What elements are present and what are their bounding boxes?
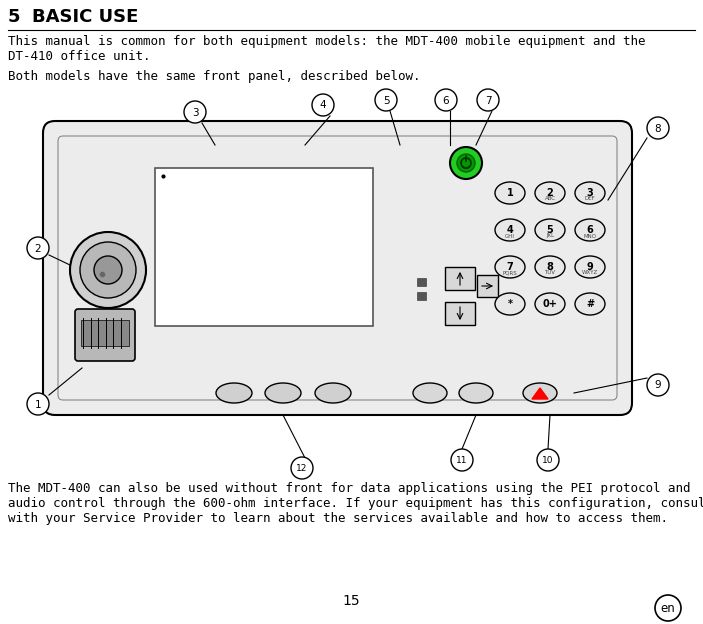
- Text: en: en: [661, 602, 676, 615]
- Circle shape: [27, 393, 49, 415]
- Text: GHI: GHI: [505, 233, 515, 238]
- Ellipse shape: [575, 182, 605, 204]
- Circle shape: [457, 154, 475, 172]
- Text: 0+: 0+: [543, 299, 557, 309]
- Text: 10: 10: [542, 456, 554, 465]
- Ellipse shape: [535, 182, 565, 204]
- Text: DEF: DEF: [585, 197, 595, 202]
- Ellipse shape: [575, 256, 605, 278]
- Circle shape: [647, 117, 669, 139]
- Circle shape: [375, 89, 397, 111]
- Text: with your Service Provider to learn about the services available and how to acce: with your Service Provider to learn abou…: [8, 512, 668, 525]
- Text: 8: 8: [654, 124, 662, 134]
- Circle shape: [80, 242, 136, 298]
- Text: 7: 7: [484, 95, 491, 105]
- Ellipse shape: [495, 182, 525, 204]
- Text: 8: 8: [546, 262, 553, 272]
- Text: 5: 5: [382, 95, 389, 105]
- Circle shape: [94, 256, 122, 284]
- Polygon shape: [445, 267, 475, 290]
- Text: MNO: MNO: [583, 233, 597, 238]
- Text: 11: 11: [456, 456, 467, 465]
- Text: #: #: [586, 299, 594, 309]
- Circle shape: [70, 232, 146, 308]
- Text: 9: 9: [654, 381, 662, 391]
- Text: 9: 9: [586, 262, 593, 272]
- Ellipse shape: [535, 293, 565, 315]
- FancyBboxPatch shape: [81, 320, 129, 346]
- Circle shape: [312, 94, 334, 116]
- FancyBboxPatch shape: [155, 168, 373, 326]
- Circle shape: [435, 89, 457, 111]
- Text: TUV: TUV: [545, 270, 555, 276]
- Text: PQRS: PQRS: [503, 270, 517, 276]
- Text: DT-410 office unit.: DT-410 office unit.: [8, 50, 150, 63]
- Ellipse shape: [575, 219, 605, 241]
- Text: This manual is common for both equipment models: the MDT-400 mobile equipment an: This manual is common for both equipment…: [8, 35, 645, 48]
- Text: 5: 5: [8, 8, 20, 26]
- Polygon shape: [445, 302, 475, 325]
- Text: JKL: JKL: [546, 233, 554, 238]
- Circle shape: [537, 449, 559, 471]
- Text: 6: 6: [443, 95, 449, 105]
- Circle shape: [451, 449, 473, 471]
- Ellipse shape: [575, 293, 605, 315]
- Circle shape: [477, 89, 499, 111]
- Circle shape: [450, 147, 482, 179]
- Text: 1: 1: [34, 399, 41, 409]
- Ellipse shape: [495, 256, 525, 278]
- Text: 15: 15: [342, 594, 360, 608]
- Text: 2: 2: [34, 243, 41, 253]
- Text: 5: 5: [547, 225, 553, 235]
- Ellipse shape: [459, 383, 493, 403]
- Text: Both models have the same front panel, described below.: Both models have the same front panel, d…: [8, 70, 420, 83]
- Text: 3: 3: [586, 188, 593, 198]
- Circle shape: [291, 457, 313, 479]
- Ellipse shape: [265, 383, 301, 403]
- Polygon shape: [532, 388, 548, 399]
- Text: 2: 2: [547, 188, 553, 198]
- Text: 1: 1: [507, 188, 513, 198]
- Text: 4: 4: [320, 100, 326, 110]
- Text: BASIC USE: BASIC USE: [32, 8, 138, 26]
- Ellipse shape: [535, 256, 565, 278]
- Text: 4: 4: [507, 225, 513, 235]
- FancyBboxPatch shape: [43, 121, 632, 415]
- Text: audio control through the 600-ohm interface. If your equipment has this configur: audio control through the 600-ohm interf…: [8, 497, 703, 510]
- Ellipse shape: [413, 383, 447, 403]
- Text: 7: 7: [507, 262, 513, 272]
- Ellipse shape: [495, 219, 525, 241]
- FancyBboxPatch shape: [75, 309, 135, 361]
- Bar: [417, 292, 426, 300]
- Text: ABC: ABC: [545, 197, 555, 202]
- Circle shape: [647, 374, 669, 396]
- Ellipse shape: [523, 383, 557, 403]
- Ellipse shape: [216, 383, 252, 403]
- Ellipse shape: [495, 293, 525, 315]
- Bar: [417, 278, 426, 286]
- Circle shape: [655, 595, 681, 621]
- Text: The MDT-400 can also be used without front for data applications using the PEI p: The MDT-400 can also be used without fro…: [8, 482, 690, 495]
- Text: 3: 3: [192, 107, 198, 117]
- Text: *: *: [508, 299, 512, 309]
- Circle shape: [184, 101, 206, 123]
- Ellipse shape: [315, 383, 351, 403]
- Text: WXYZ: WXYZ: [582, 270, 598, 276]
- Polygon shape: [477, 275, 498, 297]
- Ellipse shape: [535, 219, 565, 241]
- Circle shape: [27, 237, 49, 259]
- Text: 12: 12: [296, 464, 308, 473]
- Text: 6: 6: [586, 225, 593, 235]
